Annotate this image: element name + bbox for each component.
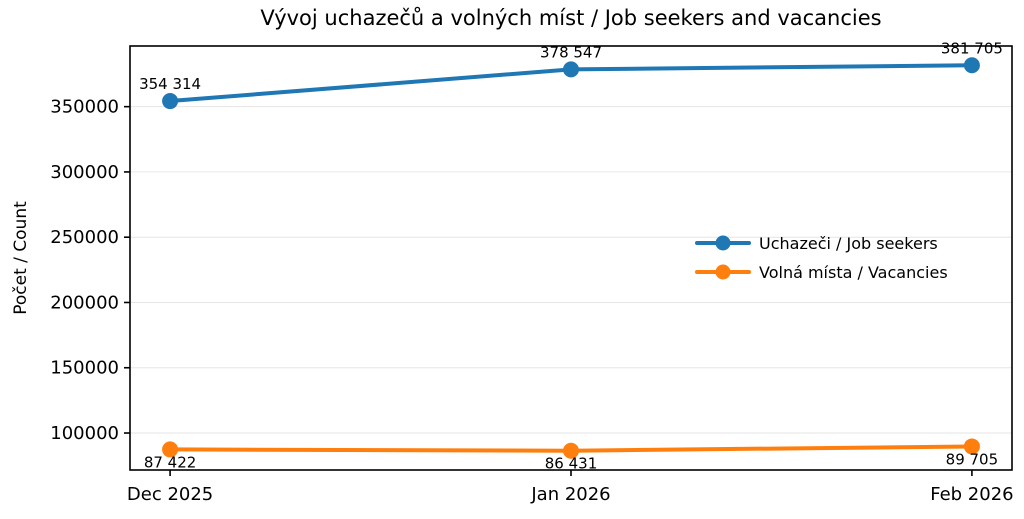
point-value-label: 381 705: [941, 39, 1003, 57]
y-tick-label: 200000: [50, 292, 119, 313]
data-point-0-1: [563, 61, 579, 78]
data-point-1-1: [563, 442, 579, 459]
plot-border: [129, 45, 1013, 471]
point-value-label: 378 547: [540, 43, 602, 61]
point-value-label: 87 422: [144, 453, 197, 471]
y-tick-label: 150000: [50, 358, 119, 379]
x-tick-label: Feb 2026: [930, 484, 1013, 505]
chart-title: Vývoj uchazečů a volných míst / Job seek…: [260, 6, 882, 30]
x-tick-label: Dec 2025: [127, 484, 213, 505]
y-tick-label: 350000: [50, 97, 119, 118]
legend-marker-0: [715, 235, 731, 251]
x-tick-label: Jan 2026: [530, 484, 610, 505]
data-point-1-2: [963, 438, 980, 455]
data-point-1-0: [162, 441, 179, 458]
legend-label-0: Uchazeči / Job seekers: [759, 234, 938, 253]
data-point-0-0: [162, 93, 179, 110]
point-value-label: 89 705: [946, 450, 999, 468]
y-tick-label: 300000: [50, 162, 119, 183]
point-value-label: 86 431: [545, 455, 598, 473]
data-point-0-2: [963, 57, 980, 74]
legend-marker-1: [715, 264, 731, 280]
point-value-label: 354 314: [139, 75, 201, 93]
y-tick-label: 250000: [50, 227, 119, 248]
y-tick-label: 100000: [50, 423, 119, 444]
legend-label-1: Volná místa / Vacancies: [759, 263, 948, 282]
